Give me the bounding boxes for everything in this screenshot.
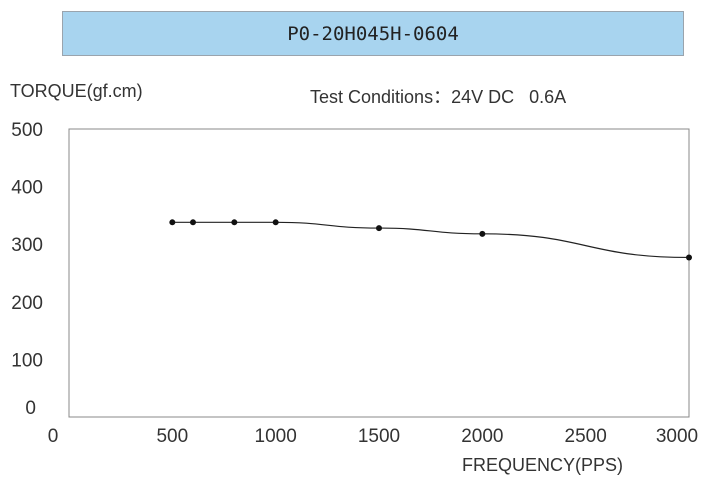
data-point bbox=[169, 219, 176, 226]
torque-curve bbox=[172, 221, 690, 259]
test-conditions-annotation: Test Conditions：24V DC 0.6A bbox=[310, 87, 566, 107]
y-tick-label: 400 bbox=[11, 178, 43, 199]
x-tick-label: 500 bbox=[156, 426, 188, 447]
x-tick-label: 1000 bbox=[255, 426, 297, 447]
y-axis-label: TORQUE(gf.cm) bbox=[10, 81, 143, 101]
x-tick-label: 1500 bbox=[358, 426, 400, 447]
data-point bbox=[190, 219, 196, 226]
x-tick-label: 3000 bbox=[656, 426, 698, 447]
data-point bbox=[479, 230, 486, 237]
x-tick-label: 2000 bbox=[461, 426, 503, 447]
y-tick-label: 0 bbox=[25, 398, 36, 419]
x-tick-labels: 0 500 1000 1500 2000 2500 3000 bbox=[48, 426, 698, 447]
data-point bbox=[272, 219, 279, 226]
data-point bbox=[686, 254, 692, 261]
x-axis-label: FREQUENCY(PPS) bbox=[462, 455, 623, 475]
x-tick-label: 0 bbox=[48, 426, 59, 447]
y-tick-label: 300 bbox=[11, 235, 43, 256]
y-tick-labels: 0 100 200 300 400 500 bbox=[11, 120, 43, 419]
data-point bbox=[231, 219, 238, 226]
chart-axes bbox=[68, 128, 690, 418]
model-title-banner: P0-20H045H-0604 bbox=[62, 11, 684, 56]
data-point bbox=[376, 225, 382, 232]
x-tick-label: 2500 bbox=[565, 426, 607, 447]
plot-area-frame bbox=[68, 128, 690, 418]
y-tick-label: 100 bbox=[11, 350, 43, 371]
y-tick-label: 500 bbox=[11, 120, 43, 141]
data-points bbox=[169, 219, 692, 261]
y-tick-label: 200 bbox=[11, 293, 43, 314]
model-title: P0-20H045H-0604 bbox=[287, 22, 459, 45]
